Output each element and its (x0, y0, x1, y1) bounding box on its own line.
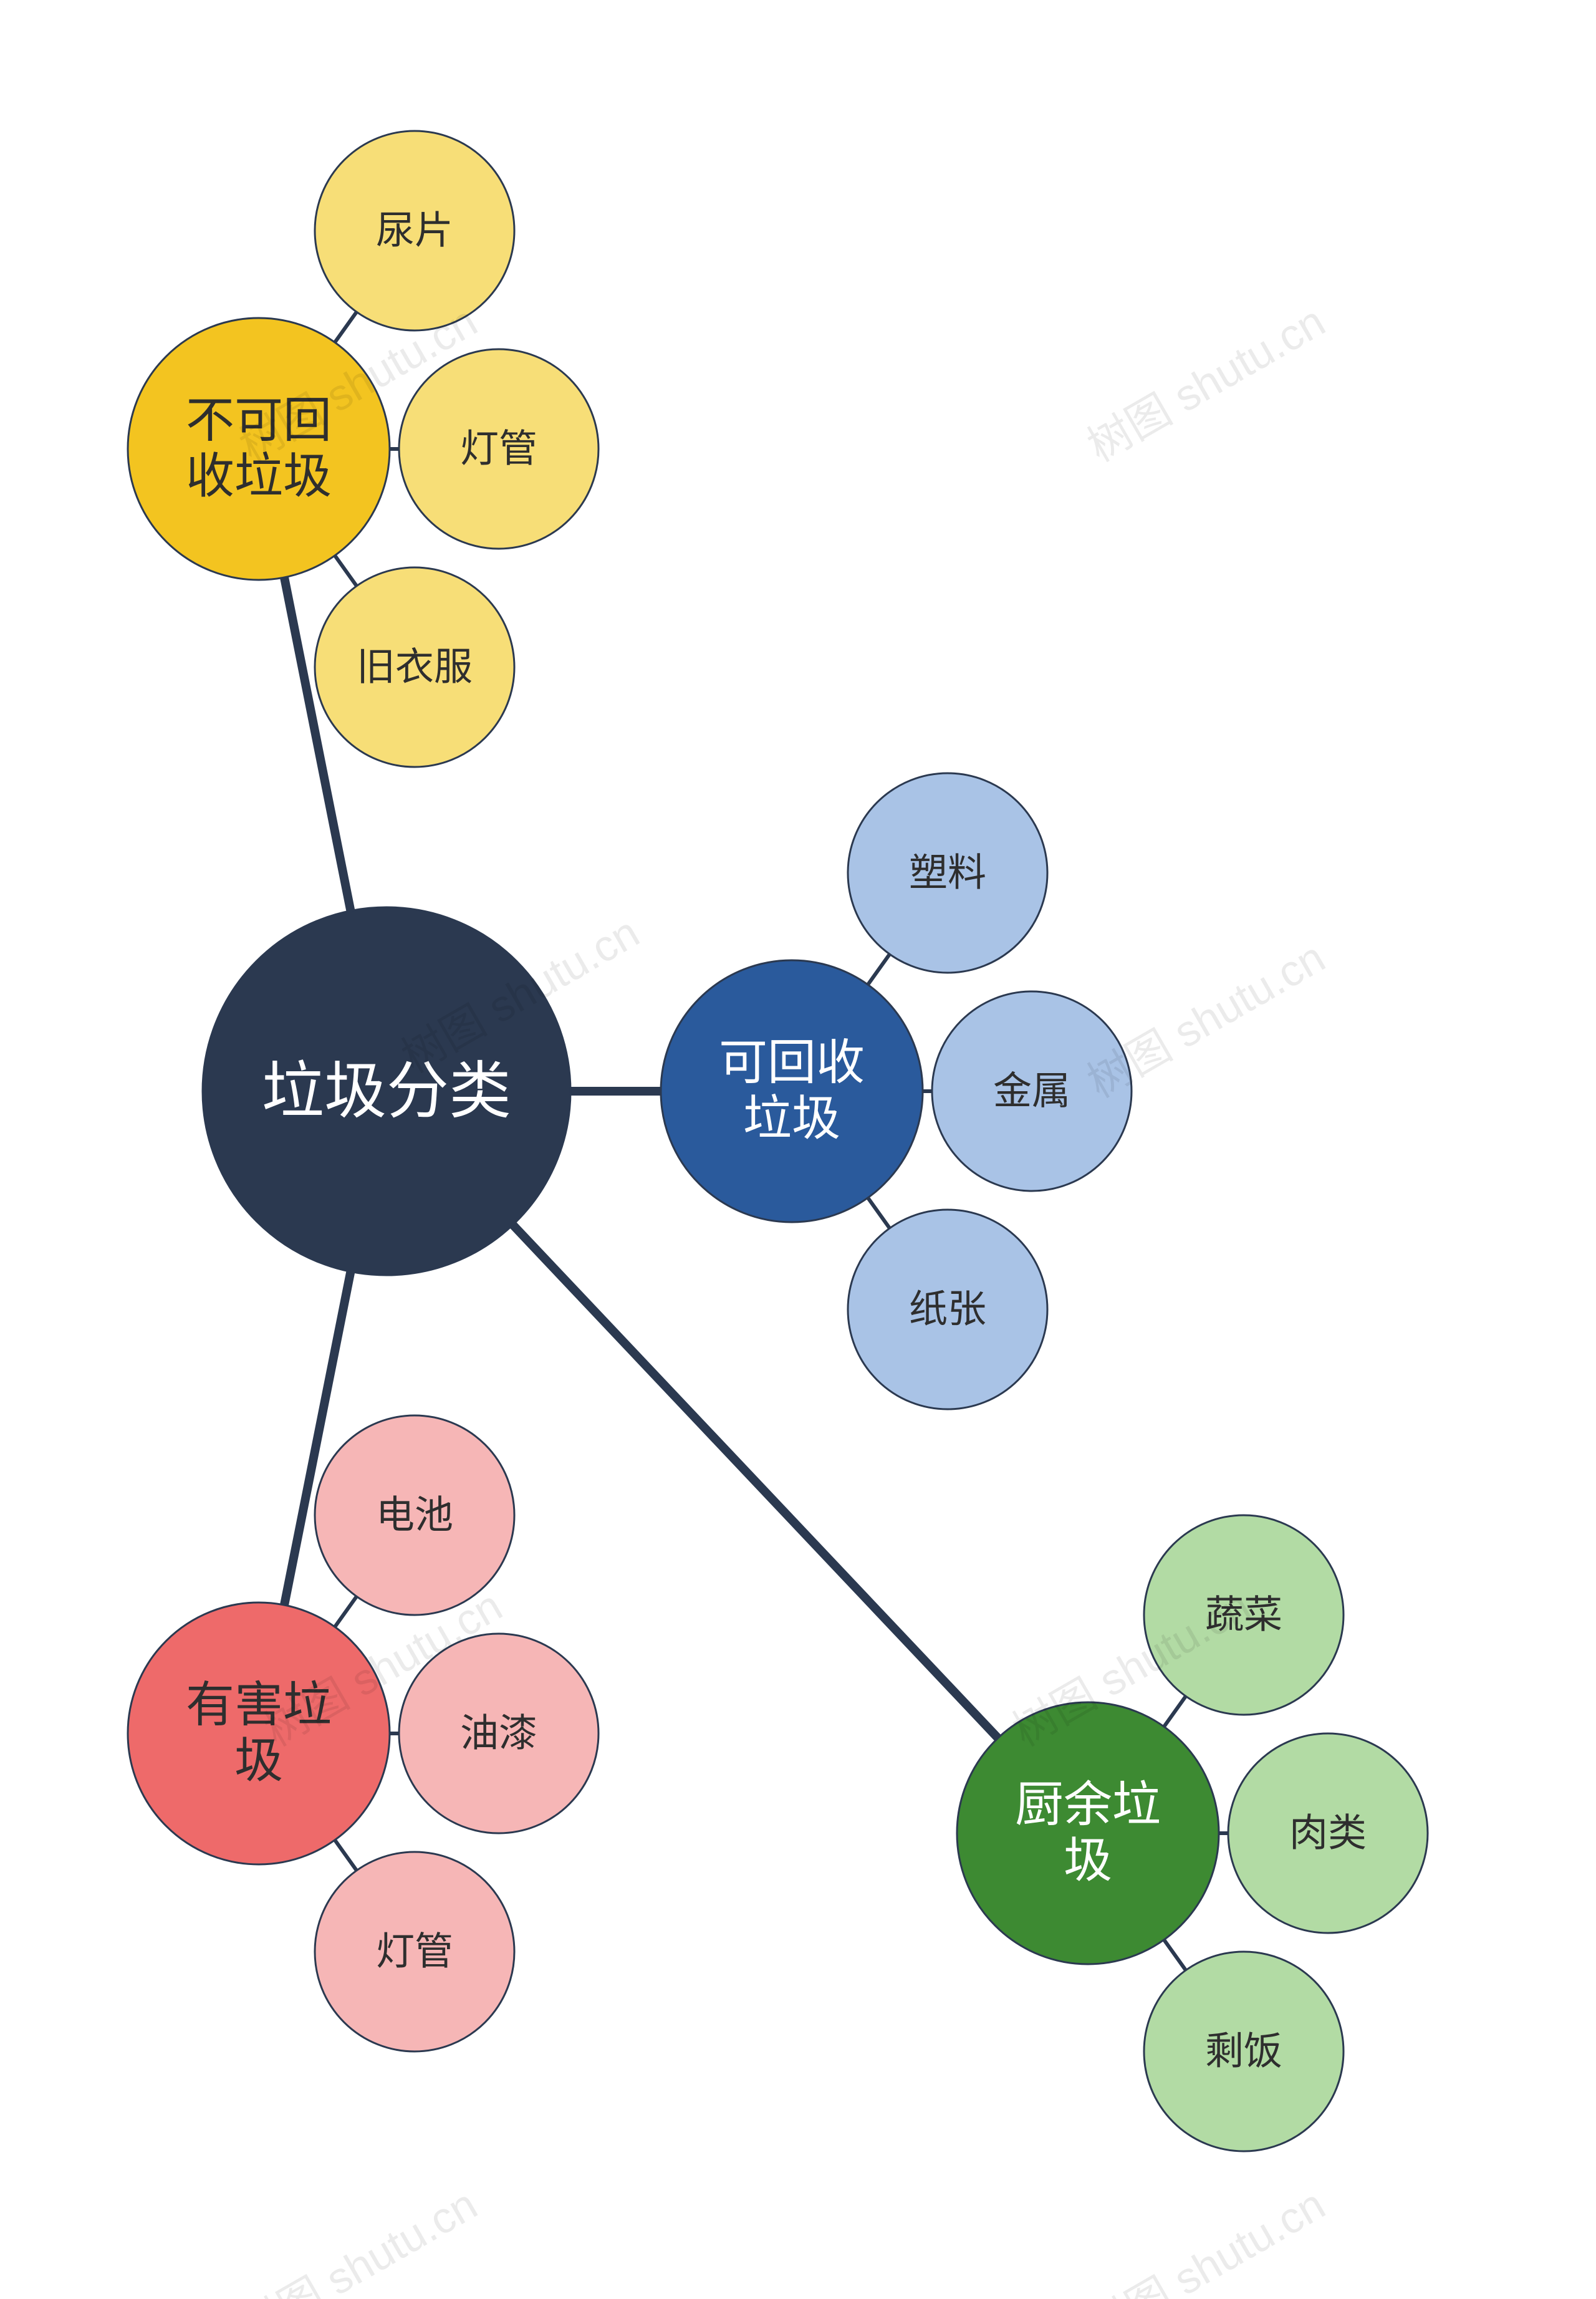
node-label-root: 垃圾分类 (262, 1056, 511, 1126)
edge-kit-k_3 (1164, 1940, 1186, 1970)
node-nr_2[interactable]: 灯管 (399, 349, 598, 549)
node-nr_1[interactable]: 尿片 (315, 131, 514, 330)
node-label-h_2: 油漆 (460, 1712, 537, 1755)
diagram-svg: 垃圾分类不可回收垃圾尿片灯管旧衣服可回收垃圾塑料金属纸张有害垃圾电池油漆灯管厨余… (0, 0, 1596, 2299)
node-r_1[interactable]: 塑料 (848, 773, 1047, 973)
node-label-k_1: 蔬菜 (1205, 1594, 1282, 1637)
node-label-h_1: 电池 (376, 1494, 453, 1537)
node-r_2[interactable]: 金属 (932, 991, 1132, 1191)
node-label-k_2: 肉类 (1289, 1812, 1367, 1855)
node-rec[interactable]: 可回收垃圾 (661, 960, 923, 1222)
node-label-r_1: 塑料 (909, 852, 986, 895)
node-k_1[interactable]: 蔬菜 (1144, 1515, 1344, 1715)
node-label-r_2: 金属 (993, 1070, 1070, 1113)
node-h_1[interactable]: 电池 (315, 1415, 514, 1615)
nodes-group: 垃圾分类不可回收垃圾尿片灯管旧衣服可回收垃圾塑料金属纸张有害垃圾电池油漆灯管厨余… (128, 131, 1428, 2151)
node-nonrec[interactable]: 不可回收垃圾 (128, 318, 390, 580)
node-label-nr_2: 灯管 (460, 428, 537, 471)
node-label-nr_3: 旧衣服 (357, 646, 473, 689)
node-kit[interactable]: 厨余垃圾 (957, 1702, 1219, 1964)
edge-kit-k_1 (1164, 1696, 1186, 1727)
mindmap-canvas: 垃圾分类不可回收垃圾尿片灯管旧衣服可回收垃圾塑料金属纸张有害垃圾电池油漆灯管厨余… (0, 0, 1596, 2299)
node-label-h_3: 灯管 (376, 1930, 453, 1974)
edge-haz-h_1 (335, 1596, 357, 1627)
edge-rec-r_3 (868, 1198, 890, 1228)
node-nr_3[interactable]: 旧衣服 (315, 567, 514, 767)
node-root[interactable]: 垃圾分类 (203, 907, 570, 1275)
node-label-k_3: 剩饭 (1205, 2030, 1282, 2073)
edge-nonrec-nr_3 (335, 556, 357, 586)
node-k_3[interactable]: 剩饭 (1144, 1952, 1344, 2151)
edge-haz-h_3 (335, 1840, 357, 1871)
node-k_2[interactable]: 肉类 (1228, 1733, 1428, 1933)
node-label-r_3: 纸张 (909, 1288, 986, 1331)
node-h_3[interactable]: 灯管 (315, 1852, 514, 2051)
node-label-nr_1: 尿片 (376, 210, 453, 253)
node-haz[interactable]: 有害垃圾 (128, 1603, 390, 1864)
node-h_2[interactable]: 油漆 (399, 1634, 598, 1833)
edge-nonrec-nr_1 (335, 312, 357, 342)
node-r_3[interactable]: 纸张 (848, 1210, 1047, 1409)
edge-rec-r_1 (868, 954, 890, 985)
node-label-nonrec: 不可回收垃圾 (186, 393, 332, 504)
